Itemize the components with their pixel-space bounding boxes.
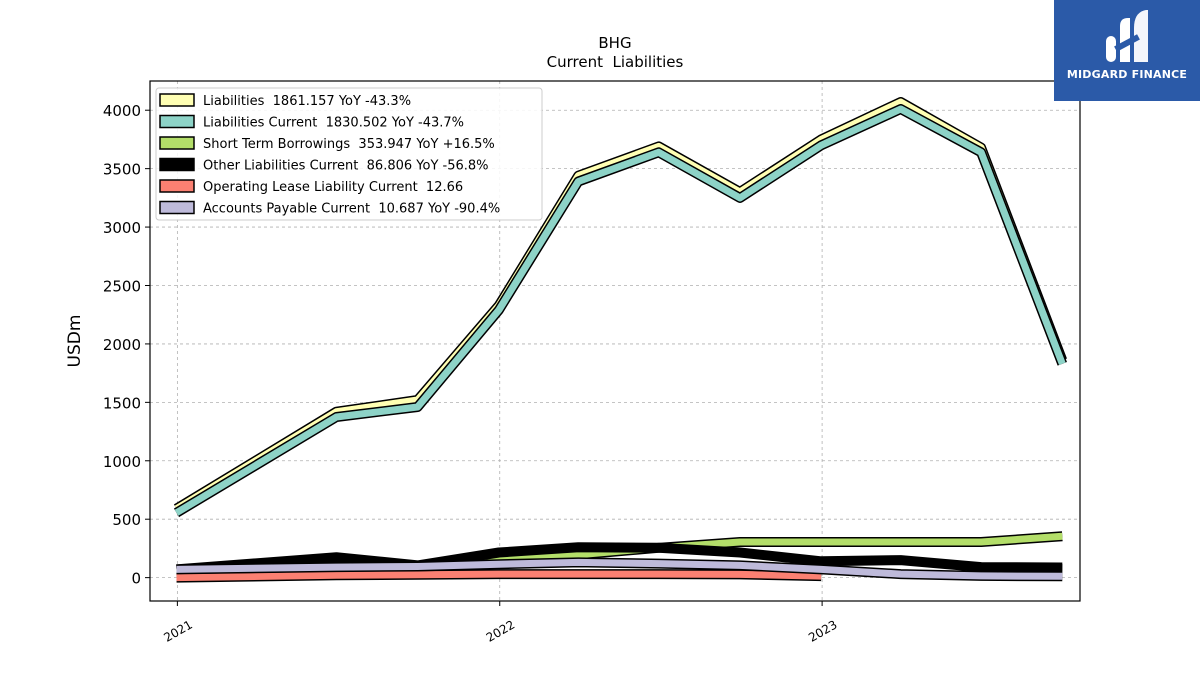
legend: Liabilities 1861.157 YoY -43.3% Liabiliti… xyxy=(155,87,543,221)
legend-box xyxy=(155,87,543,221)
legend-swatch xyxy=(159,136,195,150)
legend-item: Other Liabilities Current 86.806 YoY -56… xyxy=(159,157,489,174)
series-1-line xyxy=(173,97,1067,513)
series-stroke xyxy=(174,105,1066,516)
series-5-line xyxy=(176,569,822,583)
legend-label: Accounts Payable Current 10.687 YoY -90.… xyxy=(203,202,500,217)
legend-label: Liabilities Current 1830.502 YoY -43.7% xyxy=(203,116,464,131)
x-tick-label: 2023 xyxy=(806,617,839,644)
y-tick-label: 3500 xyxy=(103,161,141,179)
y-tick-label: 0 xyxy=(131,570,141,588)
y-tick-label: 500 xyxy=(112,511,141,529)
legend-label: Liabilities 1861.157 YoY -43.3% xyxy=(203,94,411,109)
y-axis-label: USDm xyxy=(65,315,85,368)
axes: 0 500 1000 1500 2000 2500 3000 3500 4000 2021 2022… xyxy=(103,102,840,645)
brand-name: MIDGARD FINANCE xyxy=(1066,68,1188,81)
series-stroke xyxy=(176,570,822,582)
legend-item: Liabilities Current 1830.502 YoY -43.7% xyxy=(159,114,464,131)
series-stroke xyxy=(176,558,1063,580)
chart-title: BHG xyxy=(598,34,631,52)
legend-swatch xyxy=(159,179,195,193)
series-layer xyxy=(173,97,1067,583)
brand-logo: MIDGARD FINANCE xyxy=(1054,0,1200,101)
series-stroke xyxy=(174,98,1066,512)
x-tick-label: 2022 xyxy=(484,617,517,644)
y-tick-label: 1500 xyxy=(103,394,141,412)
plot-frame xyxy=(149,80,1081,602)
legend-item: Liabilities 1861.157 YoY -43.3% xyxy=(159,93,411,109)
x-tick-label: 2021 xyxy=(161,617,194,644)
legend-swatch xyxy=(159,157,195,172)
legend-label: Operating Lease Liability Current 12.66 xyxy=(203,180,463,195)
legend-label: Short Term Borrowings 353.947 YoY +16.5% xyxy=(203,137,495,152)
legend-item: Accounts Payable Current 10.687 YoY -90.… xyxy=(159,200,500,217)
legend-label: Other Liabilities Current 86.806 YoY -56… xyxy=(203,159,489,174)
legend-swatch xyxy=(159,114,195,129)
y-tick-label: 4000 xyxy=(103,102,141,120)
brand-logo-mark-icon xyxy=(1106,10,1148,62)
y-tick-label: 1000 xyxy=(103,453,141,471)
y-tick-label: 2000 xyxy=(103,336,141,354)
series-2-line xyxy=(173,104,1067,518)
grid-lines xyxy=(150,81,1080,601)
chart-subtitle: Current Liabilities xyxy=(547,53,684,71)
series-6-line xyxy=(176,557,1063,582)
legend-item: Short Term Borrowings 353.947 YoY +16.5% xyxy=(159,136,495,152)
y-tick-label: 2500 xyxy=(103,277,141,295)
legend-item: Operating Lease Liability Current 12.66 xyxy=(159,179,463,195)
legend-swatch xyxy=(159,93,195,107)
y-tick-label: 3000 xyxy=(103,219,141,237)
legend-swatch xyxy=(159,200,195,215)
